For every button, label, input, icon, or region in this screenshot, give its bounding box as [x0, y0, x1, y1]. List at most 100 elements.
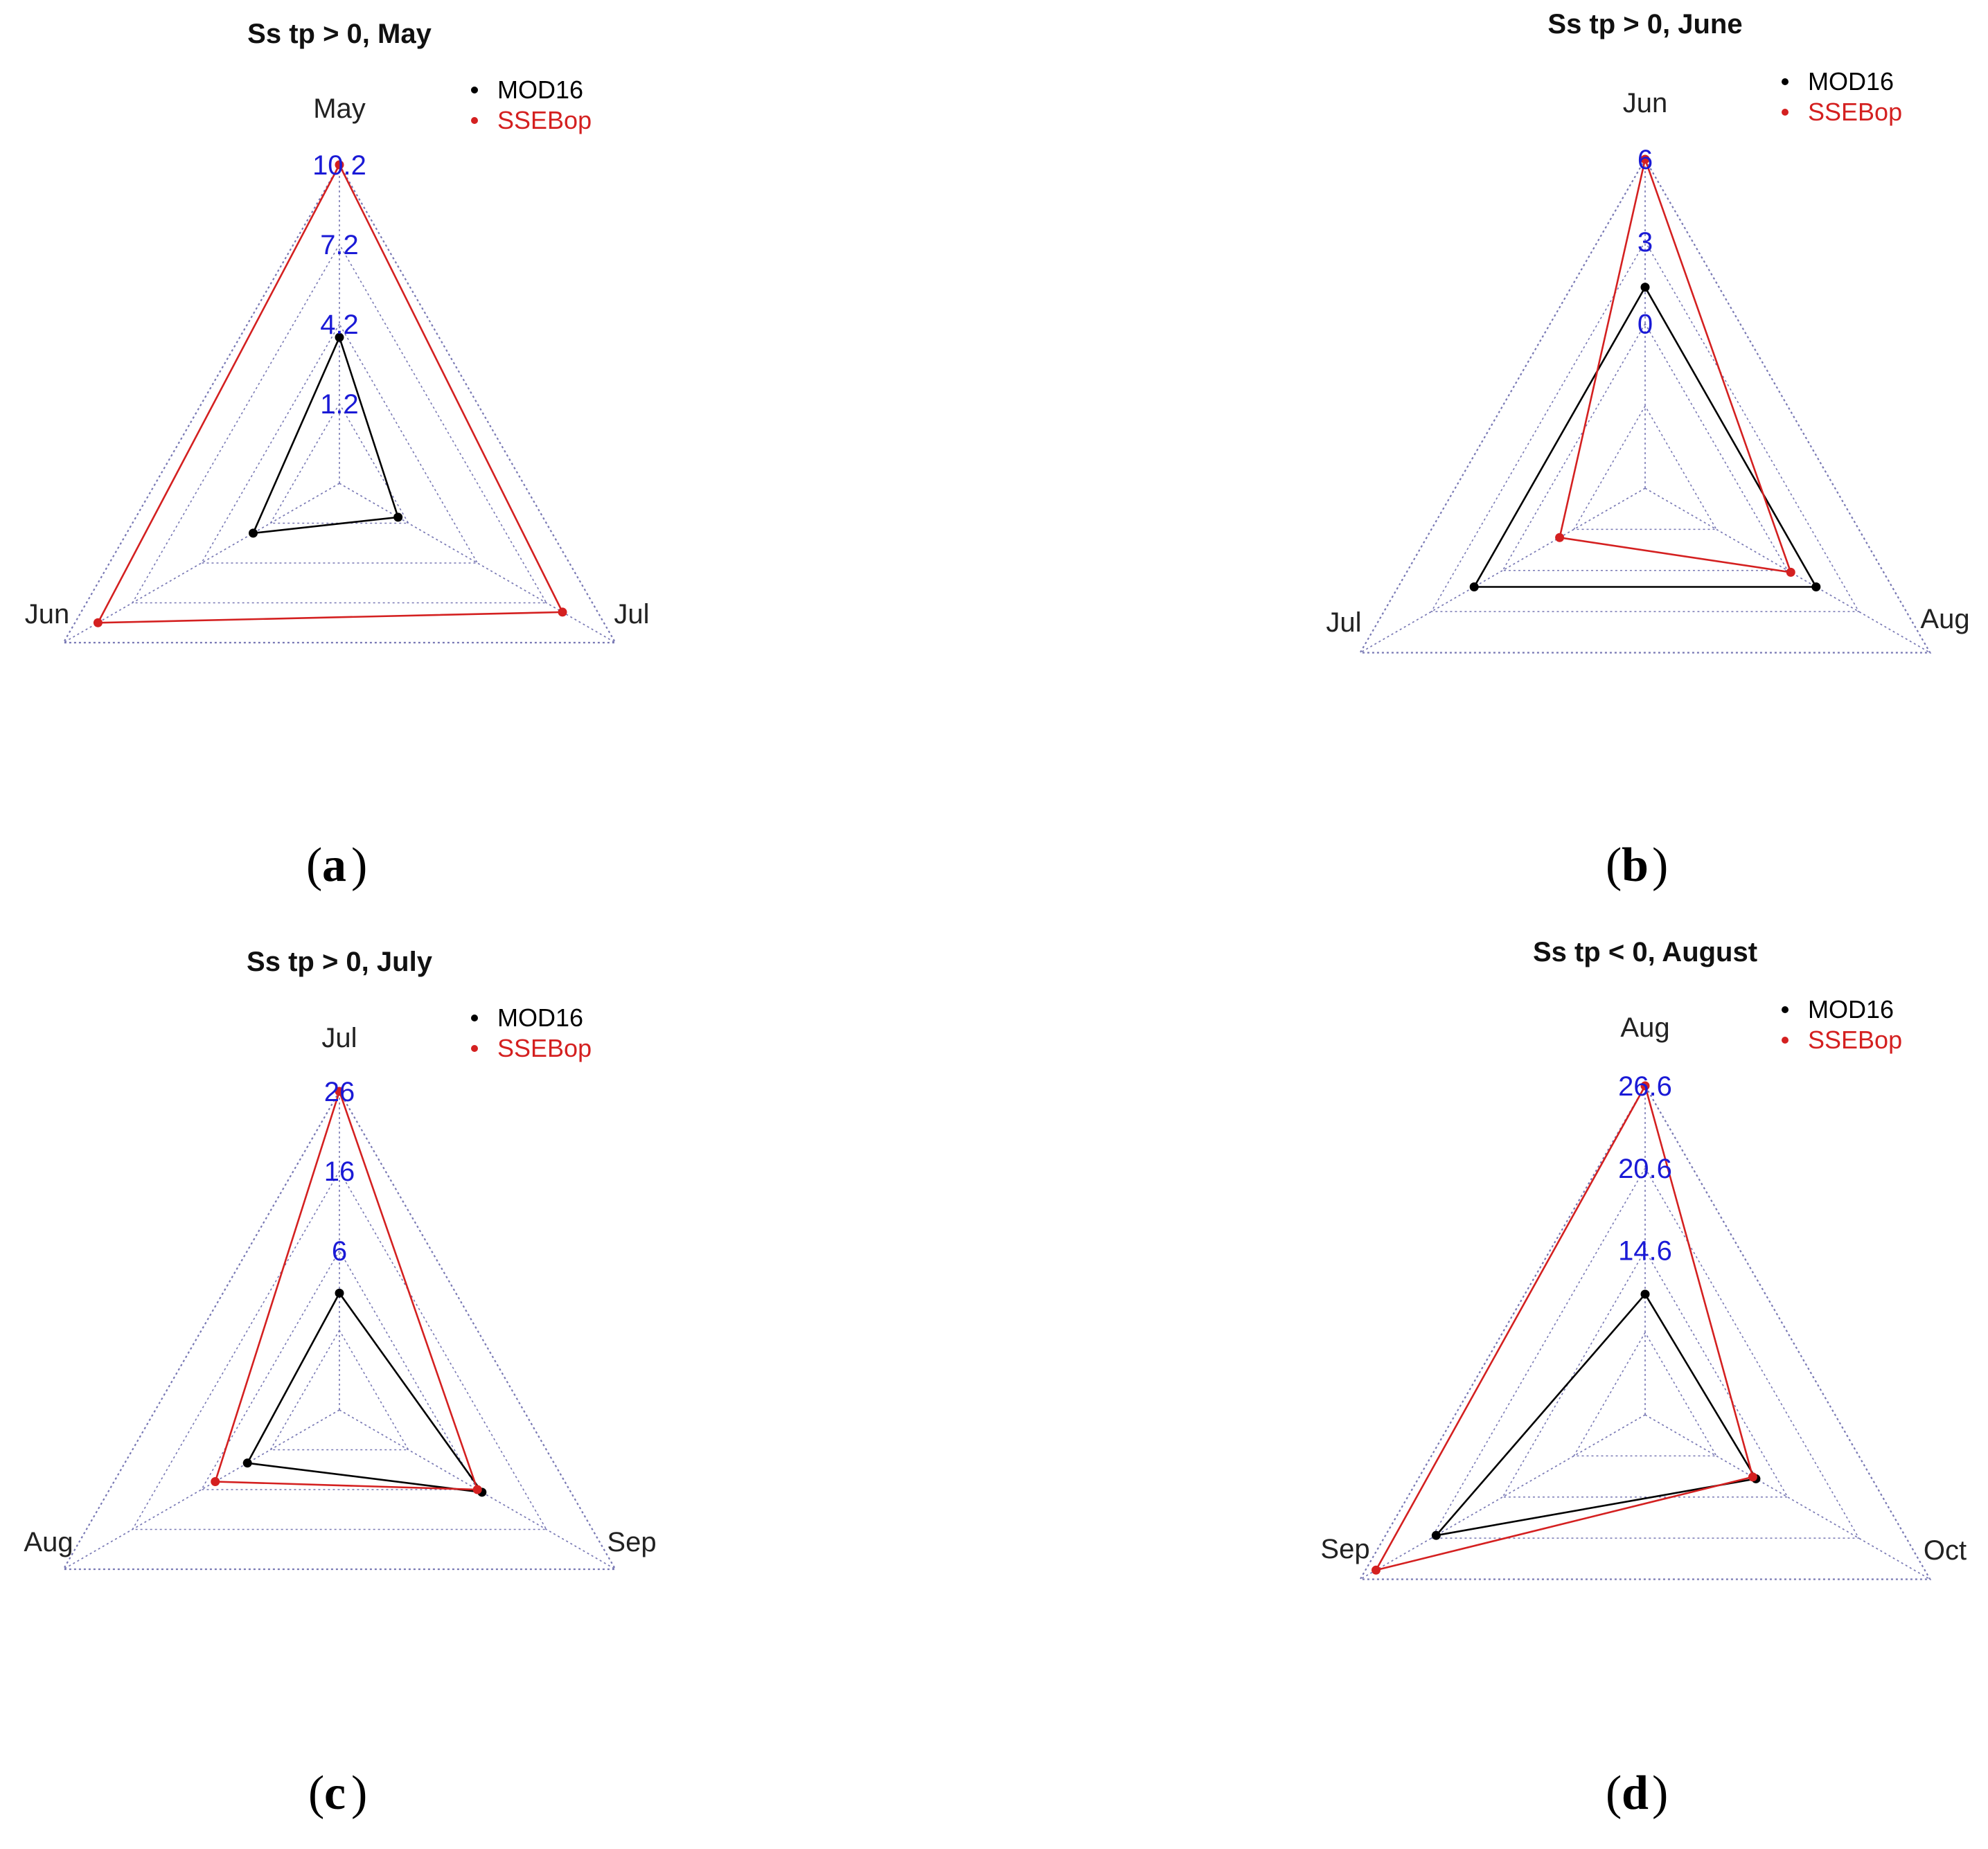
grid-ring [1430, 240, 1860, 612]
panel-label-a: ( a ) [306, 839, 367, 892]
series-line-mod16 [251, 334, 400, 535]
grid-ring [1501, 322, 1789, 571]
panel-label-d-letter: d [1622, 1767, 1649, 1820]
series-line-mod16 [1472, 285, 1818, 588]
axis-label-right: Jul [614, 599, 649, 629]
data-point-mod16 [335, 332, 344, 342]
series-line-ssebop [1559, 156, 1793, 573]
data-point-mod16 [1469, 582, 1479, 591]
data-point-ssebop [335, 1087, 344, 1096]
series-line-ssebop [1374, 1083, 1755, 1572]
legend-marker-ssebop [1782, 1037, 1789, 1044]
tick-label: 20.6 [1618, 1154, 1672, 1184]
data-point-ssebop [93, 618, 103, 627]
data-point-mod16 [335, 1288, 344, 1298]
panel-label-c: ( c ) [308, 1767, 367, 1820]
legend-entry-mod16: MOD16 [497, 75, 583, 104]
chart-title-c: Ss tp > 0, July [247, 947, 433, 977]
legend-marker-mod16 [471, 1015, 478, 1021]
data-point-mod16 [1811, 582, 1821, 591]
tick-label: 14.6 [1618, 1236, 1672, 1267]
grid-ring [269, 402, 409, 524]
axis-label-left: Aug [24, 1527, 73, 1557]
legend-marker-ssebop [471, 1045, 478, 1052]
legend-entry-mod16: MOD16 [1808, 995, 1894, 1024]
chart-title-d: Ss tp < 0, August [1533, 937, 1757, 967]
panel-label-b-letter: b [1622, 839, 1649, 892]
grid-ring [1358, 1084, 1932, 1580]
panel-label-a-letter: a [322, 839, 346, 892]
legend-marker-mod16 [1782, 1006, 1789, 1013]
grid-ring [1358, 157, 1932, 654]
data-point-mod16 [393, 512, 403, 522]
grid-ring [200, 1249, 479, 1490]
svg-text:): ) [351, 1767, 367, 1820]
data-point-ssebop [1786, 567, 1795, 577]
axis-label-left: Jul [1326, 607, 1361, 638]
svg-text:): ) [351, 839, 367, 892]
grid-ring [131, 1170, 548, 1530]
legend-entry-mod16: MOD16 [497, 1003, 583, 1032]
panel-label-b: ( b ) [1606, 839, 1668, 892]
svg-text:(: ( [1606, 1767, 1622, 1820]
grid-ring [131, 243, 548, 604]
data-point-ssebop [1555, 533, 1565, 542]
axis-spoke [1644, 1414, 1931, 1580]
tick-label: 16 [324, 1156, 355, 1187]
panel-label-d: ( d ) [1606, 1767, 1668, 1820]
legend-marker-ssebop [1782, 109, 1789, 116]
tick-label: 7.2 [320, 230, 359, 260]
radar-chart-a: Ss tp > 0, May 1.2 4.2 7.2 10.2 May Jun Jul MOD1… [25, 19, 650, 644]
data-point-ssebop [211, 1477, 220, 1486]
axis-label-left: Sep [1320, 1534, 1369, 1564]
axis-spoke [1644, 488, 1931, 654]
tick-label: 6 [1638, 145, 1653, 175]
svg-text:): ) [1652, 1767, 1668, 1820]
data-point-mod16 [242, 1458, 252, 1468]
axis-spoke [63, 1409, 340, 1570]
svg-text:(: ( [308, 1767, 324, 1820]
data-point-ssebop [1748, 1472, 1757, 1482]
axis-label-right: Aug [1920, 604, 1969, 634]
series-line-ssebop [96, 163, 565, 624]
radar-chart-d: Ss tp < 0, August 14.6 20.6 26.6 Aug Sep Oct MO… [1320, 937, 1967, 1580]
svg-text:): ) [1652, 839, 1668, 892]
data-point-mod16 [249, 528, 258, 538]
grid-ring [1430, 1167, 1860, 1539]
chart-title-a: Ss tp > 0, May [247, 19, 432, 49]
tick-label: 26.6 [1618, 1071, 1672, 1102]
data-point-ssebop [335, 160, 344, 170]
data-point-ssebop [1640, 1081, 1650, 1091]
grid-ring [1572, 404, 1718, 530]
data-point-ssebop [1371, 1565, 1381, 1575]
axis-spoke [339, 483, 616, 643]
tick-label: 6 [332, 1236, 347, 1267]
data-point-ssebop [558, 607, 567, 617]
legend-marker-ssebop [471, 117, 478, 124]
data-point-ssebop [1640, 154, 1650, 164]
axis-label-top: May [313, 93, 366, 124]
legend-entry-mod16: MOD16 [1808, 67, 1894, 96]
axis-label-right: Sep [607, 1527, 656, 1557]
data-point-mod16 [1640, 283, 1650, 292]
axis-label-left: Jun [25, 599, 70, 629]
svg-text:(: ( [1606, 839, 1622, 892]
axis-label-top: Jun [1623, 88, 1668, 118]
grid-ring [1501, 1249, 1789, 1498]
panel-label-c-letter: c [324, 1767, 346, 1820]
grid-ring [200, 323, 479, 564]
tick-label: 10.2 [312, 150, 366, 181]
grid-ring [1572, 1331, 1718, 1457]
legend-marker-mod16 [1782, 78, 1789, 85]
legend-entry-ssebop: SSEBop [1808, 98, 1902, 126]
tick-label: 26 [324, 1077, 355, 1107]
legend-entry-ssebop: SSEBop [497, 1034, 592, 1062]
legend-entry-ssebop: SSEBop [1808, 1026, 1902, 1054]
legend-marker-mod16 [471, 87, 478, 93]
tick-label: 1.2 [320, 389, 359, 420]
series-line-ssebop [213, 1088, 479, 1491]
grid-ring [269, 1329, 409, 1451]
axis-spoke [1360, 1414, 1646, 1580]
chart-title-b: Ss tp > 0, June [1547, 9, 1742, 39]
